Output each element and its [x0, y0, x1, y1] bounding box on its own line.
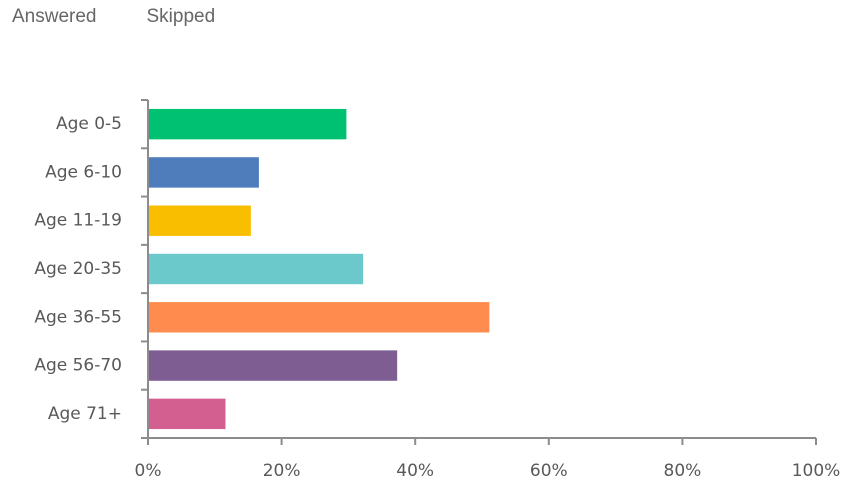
category-label-age-71: Age 71+: [48, 404, 122, 424]
category-label-age-11-19: Age 11-19: [34, 211, 122, 231]
bar-age-0-5: [149, 108, 347, 140]
category-label-age-6-10: Age 6-10: [45, 162, 122, 182]
bar-age-71: [149, 398, 226, 430]
category-label-age-0-5: Age 0-5: [56, 114, 122, 134]
x-tick-label: 0%: [135, 461, 162, 481]
category-label-age-36-55: Age 36-55: [34, 307, 122, 327]
axes-group: [141, 99, 817, 445]
bar-age-6-10: [149, 157, 259, 188]
x-tick-label: 40%: [396, 461, 434, 481]
response-tabs: Answered Skipped: [12, 6, 215, 28]
tab-skipped[interactable]: Skipped: [146, 6, 216, 27]
category-label-age-56-70: Age 56-70: [34, 356, 122, 376]
labels-group: Age 0-5 Age 6-10 Age 11-19 Age 20-35 Age 36-…: [34, 114, 840, 481]
category-label-age-20-35: Age 20-35: [34, 259, 122, 279]
bar-age-36-55: [149, 302, 490, 333]
x-tick-label: 100%: [792, 461, 841, 481]
bar-age-56-70: [149, 350, 398, 381]
x-tick-label: 60%: [530, 461, 568, 481]
bar-age-11-19: [149, 205, 251, 236]
tab-answered[interactable]: Answered: [12, 6, 97, 27]
bars-group: [149, 108, 490, 430]
bar-age-20-35: [149, 253, 364, 285]
x-tick-label: 80%: [664, 461, 702, 481]
x-tick-label: 20%: [263, 461, 301, 481]
